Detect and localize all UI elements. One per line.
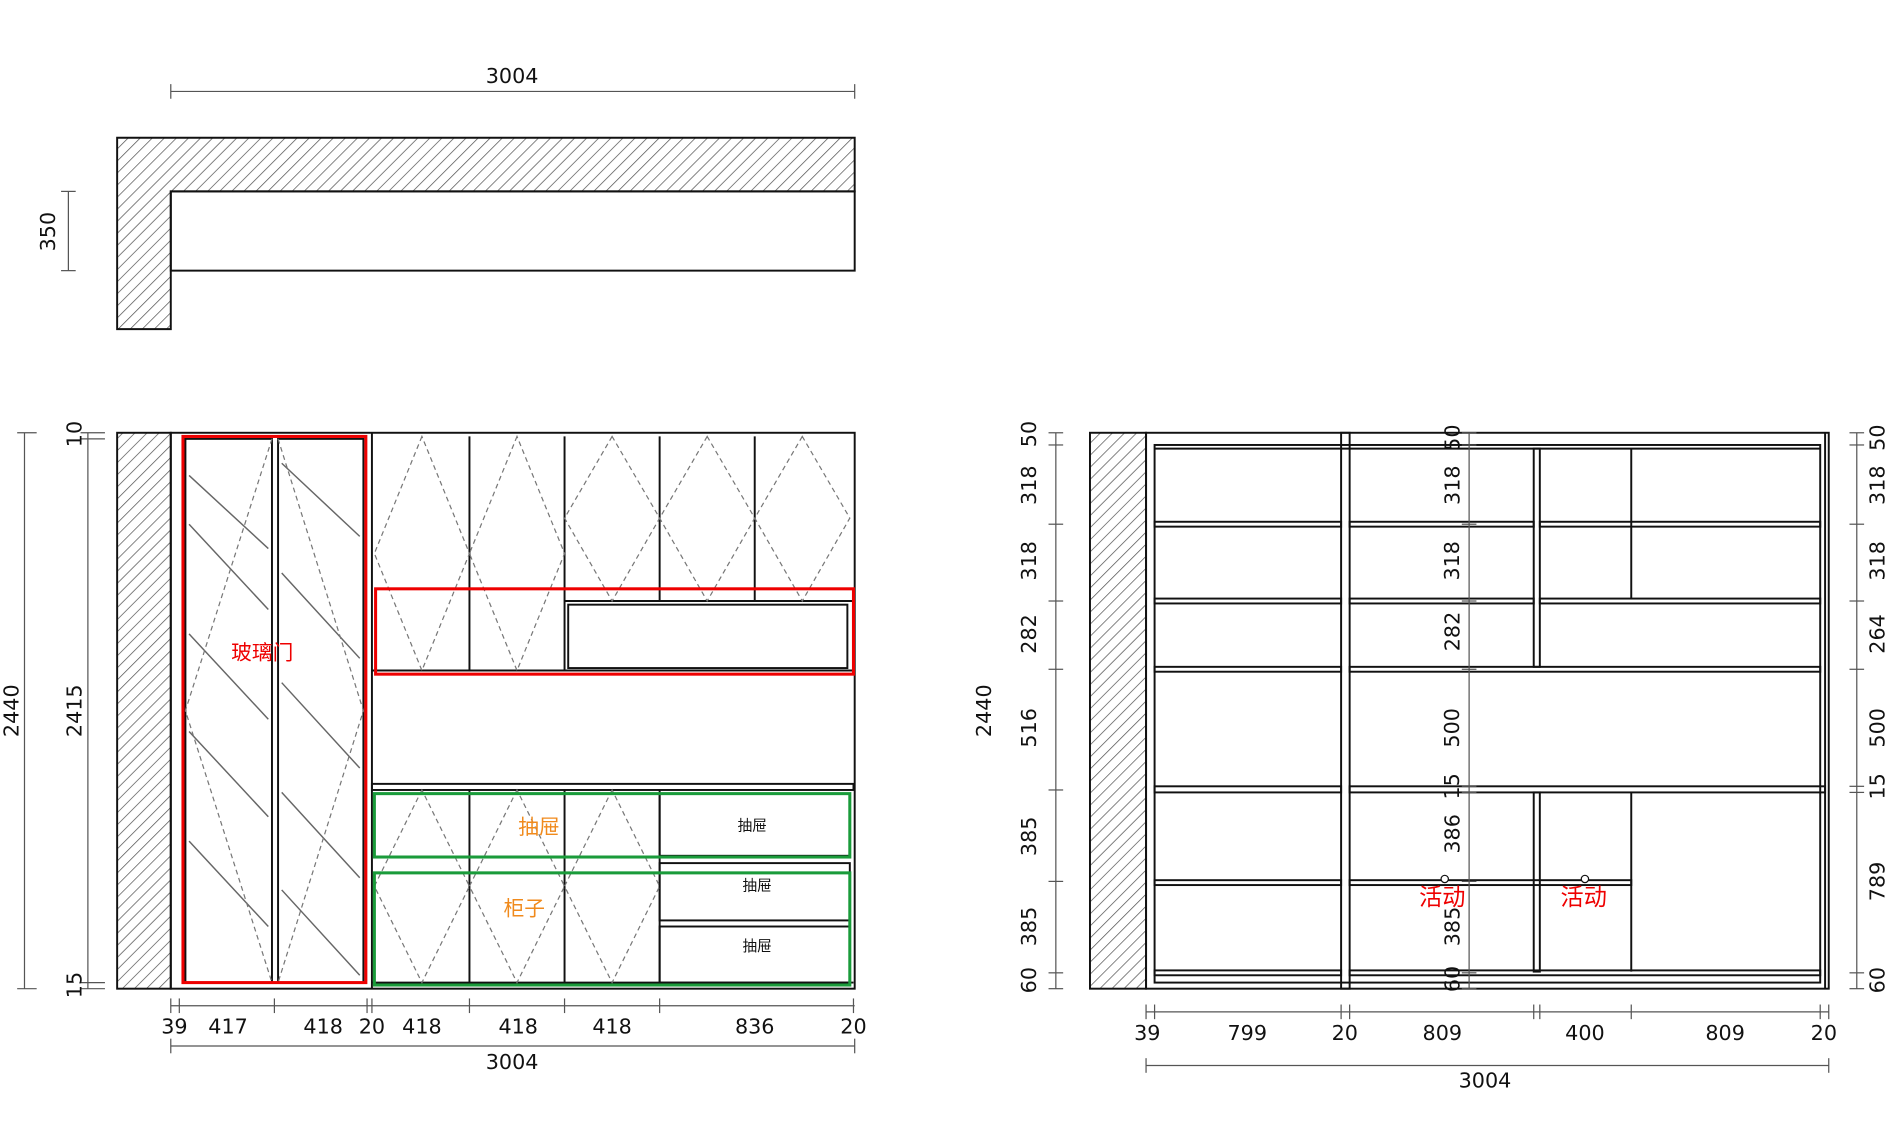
dimension-label: 350 <box>36 212 60 252</box>
left-elevation <box>17 431 856 1054</box>
dimension-label: 516 <box>1017 708 1041 748</box>
drawer-zone-label: 抽屉 <box>518 815 559 839</box>
dimension-label: 3004 <box>486 64 539 88</box>
cabinet-zone-label: 柜子 <box>504 896 545 920</box>
dimension-label: 318 <box>1866 541 1890 581</box>
dimension-label: 318 <box>1017 541 1041 581</box>
dimension-label: 318 <box>1866 465 1890 505</box>
dimension-label: 318 <box>1440 541 1464 581</box>
movable-label: 活动 <box>1419 885 1465 911</box>
dimension-label: 10 <box>63 421 87 447</box>
dimension-label: 15 <box>63 972 87 998</box>
dimension-label: 282 <box>1440 612 1464 652</box>
dimension-label: 60 <box>1017 967 1041 993</box>
dimension-label: 417 <box>208 1015 248 1039</box>
dimension-label: 50 <box>1866 424 1890 450</box>
dimension-label: 39 <box>1134 1021 1160 1045</box>
plan-view <box>61 84 856 331</box>
dimension-label: 318 <box>1017 465 1041 505</box>
dimension-label: 20 <box>840 1015 866 1039</box>
movable-label: 活动 <box>1561 885 1607 911</box>
dimension-label: 20 <box>1811 1021 1837 1045</box>
dimension-label: 400 <box>1565 1021 1605 1045</box>
dimension-label: 385 <box>1440 907 1464 947</box>
dimension-label: 2415 <box>63 684 87 737</box>
dimension-label: 2440 <box>972 684 996 737</box>
dimension-label: 799 <box>1227 1021 1267 1045</box>
dimension-label: 500 <box>1866 708 1890 748</box>
right-elevation <box>1055 431 1858 1073</box>
dimension-label: 418 <box>592 1015 632 1039</box>
dimension-label: 3004 <box>1459 1068 1512 1092</box>
dimension-label: 3004 <box>486 1050 539 1074</box>
dimension-label: 789 <box>1866 862 1890 902</box>
dimension-label: 318 <box>1440 465 1464 505</box>
dimension-label: 809 <box>1705 1021 1745 1045</box>
dimension-label: 50 <box>1017 421 1041 447</box>
dimension-label: 264 <box>1866 614 1890 654</box>
dimension-label: 282 <box>1017 614 1041 654</box>
dimension-label: 418 <box>498 1015 538 1039</box>
dimension-label: 418 <box>303 1015 343 1039</box>
dimension-label: 39 <box>161 1015 187 1039</box>
dimension-label: 50 <box>1440 424 1464 450</box>
dimension-label: 60 <box>1866 967 1890 993</box>
dimension-label: 809 <box>1423 1021 1463 1045</box>
dimension-label: 15 <box>1866 773 1890 799</box>
dimension-label: 385 <box>1017 907 1041 947</box>
dimension-label: 2440 <box>0 684 23 737</box>
dimension-label: 418 <box>402 1015 442 1039</box>
dimension-label: 386 <box>1440 814 1464 854</box>
drawer-label: 抽屉 <box>738 818 767 835</box>
dimension-label: 20 <box>1332 1021 1358 1045</box>
dimension-label: 60 <box>1440 966 1464 992</box>
dimension-label: 385 <box>1017 817 1041 857</box>
dimension-label: 500 <box>1440 708 1464 748</box>
drawer-label: 抽屉 <box>743 938 772 955</box>
dimension-label: 836 <box>735 1015 775 1039</box>
dimension-label: 15 <box>1440 773 1464 799</box>
dimension-label: 20 <box>359 1015 385 1039</box>
glass-door-label: 玻璃门 <box>231 640 293 664</box>
drawer-label: 抽屉 <box>743 877 772 894</box>
